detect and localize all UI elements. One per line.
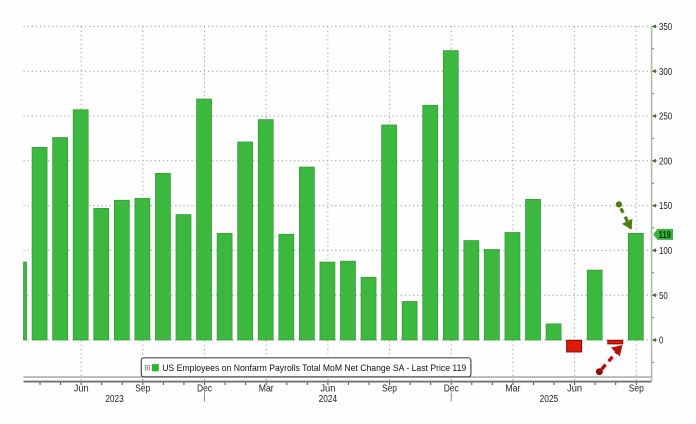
svg-text:Sep: Sep [382,384,397,395]
svg-text:200: 200 [659,156,673,167]
svg-text:US Employees on Nonfarm Payrol: US Employees on Nonfarm Payrolls Total M… [162,363,466,373]
svg-text:300: 300 [659,67,673,78]
svg-text:Sep: Sep [135,384,150,395]
svg-text:119: 119 [659,230,672,241]
svg-text:250: 250 [659,112,673,123]
svg-text:Dec: Dec [444,384,459,395]
svg-text:0: 0 [659,336,664,347]
svg-text:2023: 2023 [105,394,124,405]
svg-text:150: 150 [659,201,673,212]
svg-text:Jun: Jun [567,384,582,395]
svg-text:2024: 2024 [319,394,338,405]
svg-text:350: 350 [659,22,673,33]
svg-text:Dec: Dec [197,384,212,395]
svg-text:Sep: Sep [629,384,644,395]
svg-text:100: 100 [659,246,673,257]
svg-text:50: 50 [659,291,668,302]
svg-text:2025: 2025 [540,394,559,405]
svg-text:Jun: Jun [74,384,89,395]
svg-text:Mar: Mar [505,384,521,395]
svg-text:Jun: Jun [320,384,335,395]
svg-text:Mar: Mar [259,384,275,395]
